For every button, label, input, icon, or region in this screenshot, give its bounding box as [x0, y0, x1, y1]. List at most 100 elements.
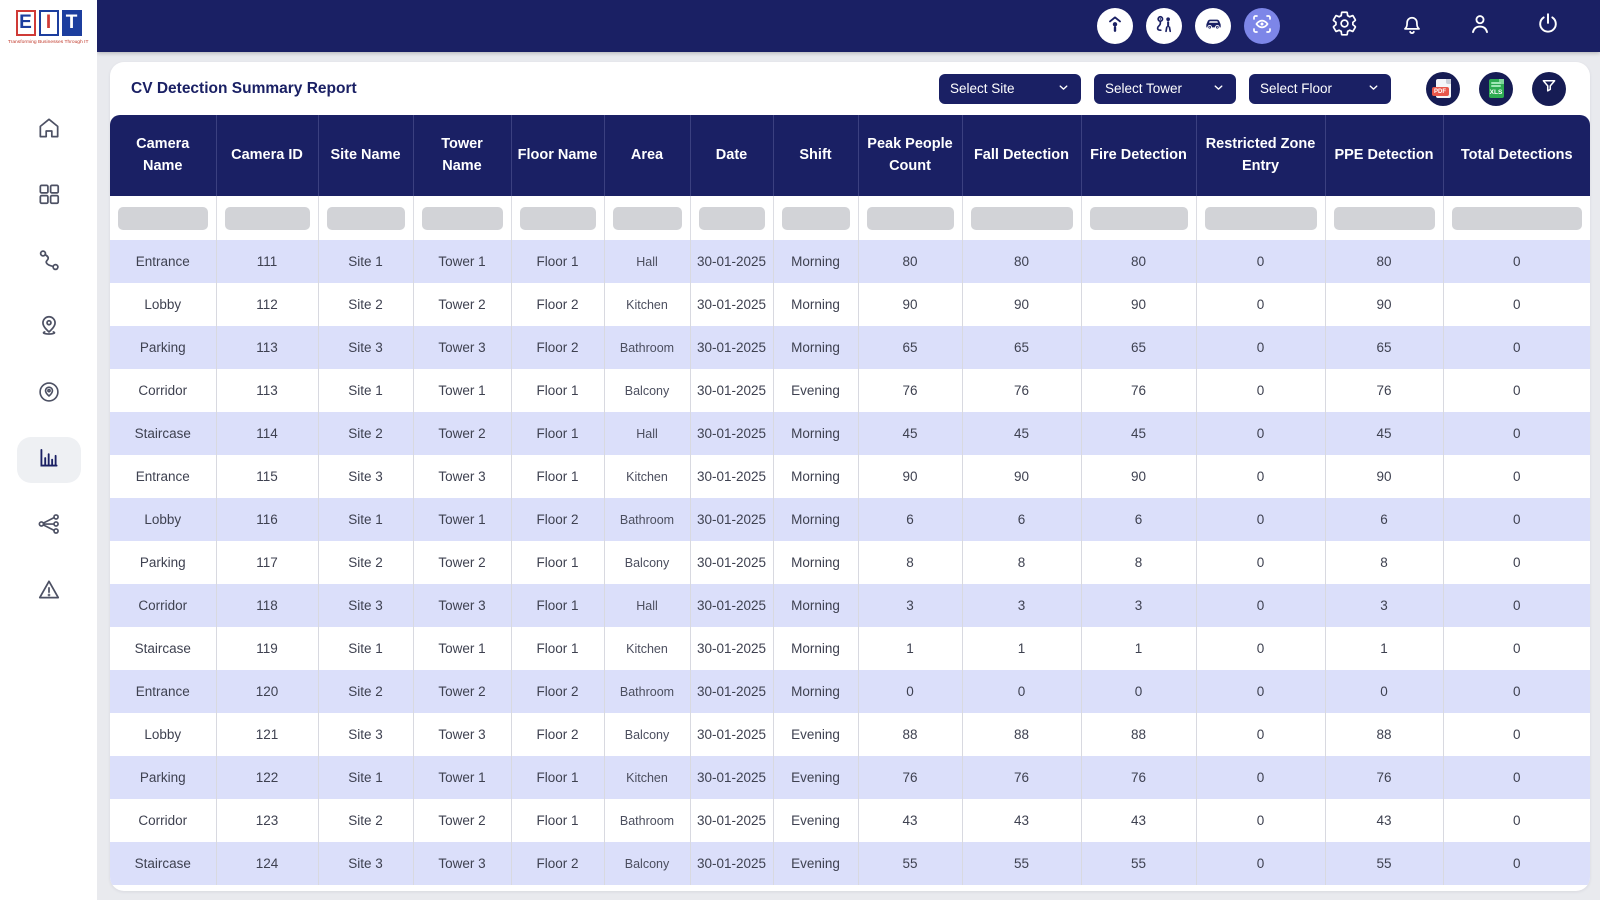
- xls-file-icon: XLS: [1488, 79, 1504, 98]
- cell-floor_name: Floor 1: [511, 369, 605, 412]
- cell-date: 30-01-2025: [690, 240, 774, 283]
- filter-button[interactable]: [1532, 71, 1566, 106]
- table-row: Parking 122 Site 1 Tower 1 Floor 1 Kitchen 30-…: [110, 756, 1590, 799]
- column-filter-input-date[interactable]: [698, 206, 765, 230]
- cell-ppe_detection: 0: [1325, 670, 1444, 713]
- column-filter-input-tower_name[interactable]: [421, 206, 503, 230]
- cell-area: Kitchen: [604, 455, 691, 498]
- column-header-site_name: Site Name: [318, 115, 414, 196]
- filter-cell-tower_name: [413, 196, 512, 240]
- cell-total_detections: 0: [1512, 598, 1521, 613]
- cell-fire_detection: 0: [1081, 670, 1197, 713]
- cell-fire_detection: 76: [1081, 756, 1197, 799]
- cell-ppe_detection: 6: [1325, 498, 1444, 541]
- cell-peak_people_count: 43: [858, 799, 963, 842]
- cell-fall_detection: 80: [962, 240, 1082, 283]
- cell-camera_id: 116: [216, 498, 319, 541]
- cell-ppe_detection: 3: [1325, 584, 1444, 627]
- column-filter-input-ppe_detection[interactable]: [1333, 206, 1435, 230]
- sidebar-item-reports[interactable]: [16, 437, 81, 483]
- cv-detection-button[interactable]: [1244, 8, 1280, 44]
- column-filter-input-area[interactable]: [612, 206, 682, 230]
- cell-fall_detection: 90: [962, 283, 1082, 326]
- sidebar-item-alerts[interactable]: [17, 569, 81, 615]
- export-xls-button[interactable]: XLS: [1479, 71, 1513, 106]
- cell-fall_detection: 90: [962, 455, 1082, 498]
- sidebar-item-home[interactable]: [17, 107, 81, 153]
- cell-site_name: Site 1: [318, 498, 414, 541]
- column-header-date: Date: [690, 115, 774, 196]
- home-icon: [36, 115, 62, 146]
- column-filter-input-camera_id[interactable]: [224, 206, 310, 230]
- cell-total_detections: 0: [1512, 813, 1521, 828]
- logo-letter-t: T: [61, 10, 82, 36]
- column-filter-input-restricted_zone_entry[interactable]: [1204, 206, 1317, 230]
- sidebar-item-route[interactable]: [17, 239, 81, 285]
- cell-floor_name: Floor 1: [511, 756, 605, 799]
- cell-date: 30-01-2025: [690, 799, 774, 842]
- cell-fall_detection: 43: [962, 799, 1082, 842]
- cell-camera_name: Staircase: [110, 412, 217, 455]
- cv-detection-eye-icon: [1250, 12, 1274, 41]
- column-filter-input-total_detections[interactable]: [1451, 206, 1582, 230]
- cell-peak_people_count: 3: [858, 584, 963, 627]
- cell-area: Balcony: [604, 369, 691, 412]
- cell-shift: Morning: [773, 541, 859, 584]
- cell-area: Hall: [604, 240, 691, 283]
- column-header-camera_name: Camera Name: [110, 115, 217, 196]
- cell-fall_detection: 1: [962, 627, 1082, 670]
- person-detection-button[interactable]: [1097, 8, 1133, 44]
- filter-cell-floor_name: [511, 196, 605, 240]
- cell-tower_name: Tower 1: [413, 369, 512, 412]
- column-filter-input-fall_detection[interactable]: [970, 206, 1073, 230]
- table-row: Staircase 124 Site 3 Tower 3 Floor 2 Balcony 3…: [110, 842, 1590, 885]
- cell-restricted_zone_entry: 0: [1196, 799, 1326, 842]
- export-pdf-button[interactable]: PDF: [1426, 71, 1460, 106]
- column-filter-input-peak_people_count[interactable]: [866, 206, 954, 230]
- people-tracking-button[interactable]: [1146, 8, 1182, 44]
- column-filter-input-floor_name[interactable]: [519, 206, 596, 230]
- select-tower-dropdown[interactable]: Select Tower: [1094, 73, 1236, 104]
- cell-site_name: Site 2: [318, 283, 414, 326]
- sidebar-item-geofence[interactable]: [17, 371, 81, 417]
- cell-area: Kitchen: [604, 283, 691, 326]
- column-filter-input-camera_name[interactable]: [118, 206, 208, 230]
- cell-floor_name: Floor 2: [511, 498, 605, 541]
- settings-button[interactable]: [1330, 11, 1358, 40]
- cell-tower_name: Tower 1: [413, 498, 512, 541]
- cell-ppe_detection: 8: [1325, 541, 1444, 584]
- table-row: Lobby 112 Site 2 Tower 2 Floor 2 Kitchen 30-01…: [110, 283, 1590, 326]
- select-tower-label: Select Tower: [1105, 81, 1183, 96]
- cell-camera_name: Corridor: [110, 799, 217, 842]
- cell-camera_name: Lobby: [110, 498, 217, 541]
- cell-shift: Morning: [773, 627, 859, 670]
- sidebar-item-network[interactable]: [17, 503, 81, 549]
- table-row: Staircase 114 Site 2 Tower 2 Floor 1 Hall 30-0…: [110, 412, 1590, 455]
- logout-button[interactable]: [1534, 12, 1562, 40]
- cell-date: 30-01-2025: [690, 283, 774, 326]
- sidebar-item-location[interactable]: [17, 305, 81, 351]
- cell-total_detections: 0: [1512, 340, 1521, 355]
- cell-fire_detection: 76: [1081, 369, 1197, 412]
- cell-ppe_detection: 76: [1325, 756, 1444, 799]
- cell-restricted_zone_entry: 0: [1196, 283, 1326, 326]
- bar-chart-icon: [36, 445, 62, 476]
- vehicle-detection-button[interactable]: [1195, 8, 1231, 44]
- sidebar-item-dashboard[interactable]: [17, 173, 81, 219]
- select-site-dropdown[interactable]: Select Site: [939, 73, 1081, 104]
- user-profile-button[interactable]: [1466, 12, 1494, 40]
- filter-cell-shift: [773, 196, 859, 240]
- select-floor-dropdown[interactable]: Select Floor: [1249, 73, 1391, 104]
- column-filter-input-shift[interactable]: [781, 206, 850, 230]
- cell-site_name: Site 3: [318, 326, 414, 369]
- column-filter-input-site_name[interactable]: [326, 206, 405, 230]
- column-filter-input-fire_detection[interactable]: [1089, 206, 1188, 230]
- filter-cell-total_detections: [1443, 196, 1590, 240]
- cell-total_detections: 0: [1512, 684, 1521, 699]
- cell-restricted_zone_entry: 0: [1196, 455, 1326, 498]
- notifications-button[interactable]: [1398, 12, 1426, 40]
- table-row: Parking 117 Site 2 Tower 2 Floor 1 Balcony 30-…: [110, 541, 1590, 584]
- cell-fire_detection: 88: [1081, 713, 1197, 756]
- sidebar-nav: [16, 107, 81, 615]
- cell-floor_name: Floor 2: [511, 326, 605, 369]
